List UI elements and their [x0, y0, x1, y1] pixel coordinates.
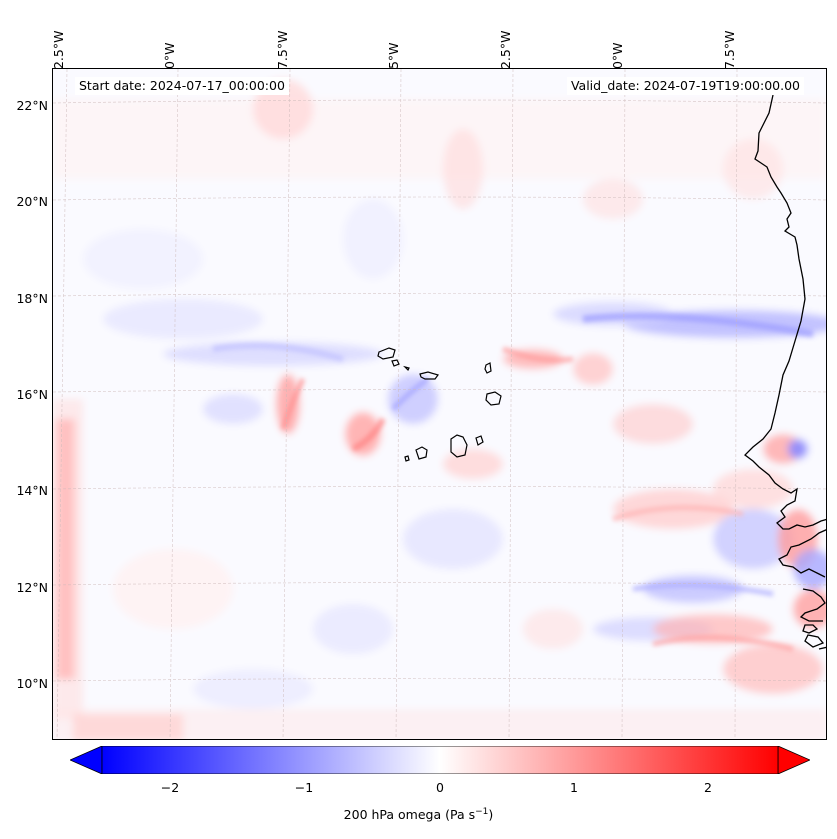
- colorbar-gradient: [101, 745, 779, 775]
- map-panel[interactable]: [52, 68, 827, 740]
- colorbar-variable: 200 hPa omega: [343, 807, 442, 823]
- graticule: [53, 69, 826, 739]
- colorbar-graphic: [69, 745, 811, 775]
- colorbar-tick-1: 1: [570, 780, 578, 795]
- colorbar-tick-minus2: −2: [160, 780, 180, 795]
- lat-label-20n: 20°N: [16, 194, 48, 209]
- lat-label-18n: 18°N: [16, 291, 48, 306]
- cape-verde-islands: [377, 347, 502, 462]
- colorbar-label: 200 hPa omega (Pa s−1): [343, 807, 494, 823]
- lat-label-14n: 14°N: [16, 483, 48, 498]
- lat-label-10n: 10°N: [16, 676, 48, 691]
- omega-field: [53, 69, 826, 739]
- colorbar-high-extend: [777, 745, 811, 775]
- lat-label-12n: 12°N: [16, 580, 48, 595]
- valid-date-label: Valid_date: 2024-07-19T19:00:00.00: [566, 77, 804, 95]
- colorbar-units-exponent: −1: [475, 807, 489, 817]
- lat-label-22n: 22°N: [16, 98, 48, 113]
- coastline: [744, 94, 826, 650]
- start-date-label: Start date: 2024-07-17_00:00:00: [75, 77, 289, 95]
- colorbar-tick-minus1: −1: [294, 780, 314, 795]
- field-blobs: [53, 69, 826, 739]
- lat-label-16n: 16°N: [16, 387, 48, 402]
- colorbar-units: Pa s: [450, 807, 476, 823]
- colorbar-tick-0: 0: [436, 780, 444, 795]
- colorbar-low-extend: [69, 745, 103, 775]
- colorbar-tick-2: 2: [704, 780, 712, 795]
- colorbar: [69, 745, 811, 775]
- field-streaks: [212, 312, 814, 652]
